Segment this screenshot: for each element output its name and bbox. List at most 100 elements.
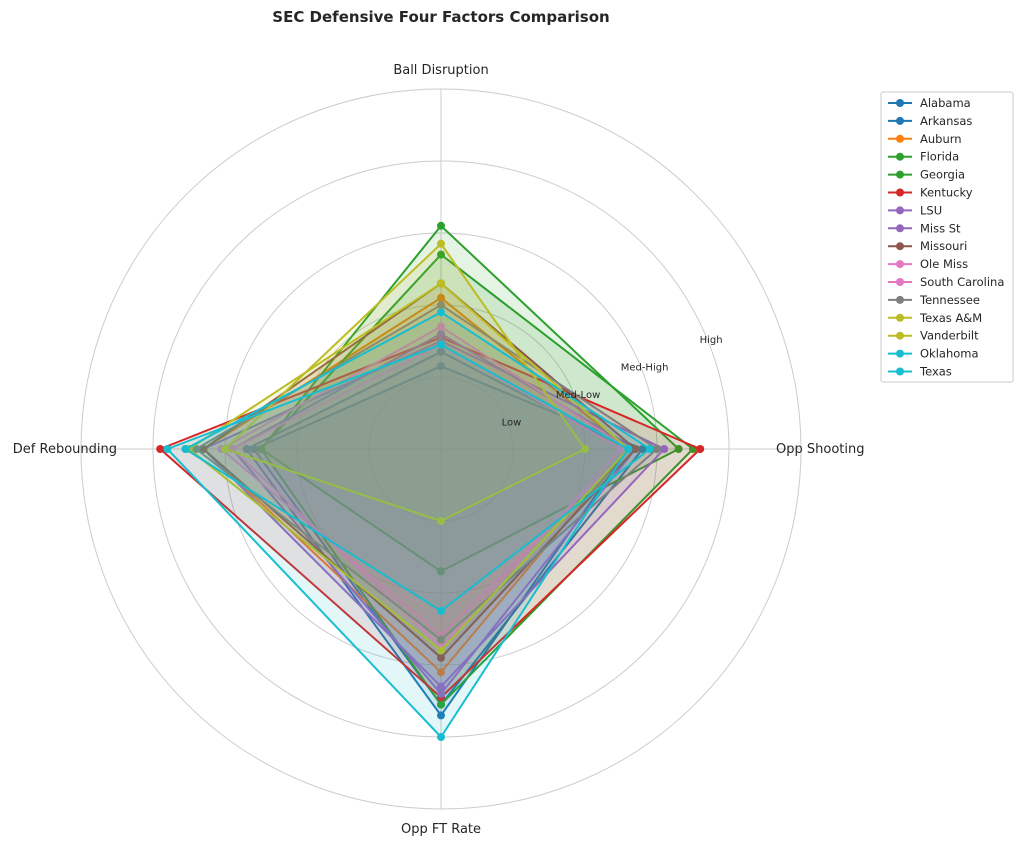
- data-point: [257, 445, 265, 453]
- legend-label: Texas A&M: [919, 311, 982, 325]
- series-area: [221, 326, 629, 637]
- legend-label: Miss St: [920, 221, 961, 235]
- data-point: [437, 279, 445, 288]
- legend-item: Auburn: [888, 132, 962, 146]
- legend-swatch-marker: [896, 242, 904, 251]
- legend-item: LSU: [888, 203, 942, 217]
- data-point: [221, 445, 229, 453]
- legend-swatch-marker: [896, 367, 904, 376]
- legend-label: Tennessee: [919, 293, 980, 307]
- data-point: [437, 322, 445, 331]
- series-vanderbilt: [221, 239, 589, 525]
- data-point: [437, 340, 445, 349]
- legend-item: Florida: [888, 150, 959, 164]
- data-point: [437, 607, 445, 615]
- data-point: [437, 700, 445, 709]
- data-point: [437, 250, 445, 259]
- data-point: [437, 689, 445, 698]
- legend-swatch-marker: [896, 278, 904, 286]
- data-point: [437, 293, 445, 302]
- data-point: [437, 362, 445, 371]
- data-point: [156, 445, 165, 453]
- data-point: [437, 682, 445, 691]
- legend-item: Arkansas: [888, 114, 972, 128]
- series-area: [232, 333, 636, 694]
- legend-swatch-marker: [896, 313, 904, 322]
- axis-label: Opp FT Rate: [401, 822, 481, 837]
- legend-label: Florida: [920, 150, 959, 164]
- legend-item: Ole Miss: [888, 257, 968, 271]
- series-area: [246, 351, 629, 716]
- data-point: [653, 445, 661, 453]
- ring-label: Med-High: [621, 362, 669, 373]
- ring-label: High: [700, 335, 723, 346]
- legend-item: Texas: [888, 365, 952, 379]
- legend-label: Auburn: [920, 132, 962, 146]
- data-point: [696, 445, 705, 453]
- legend-item: Missouri: [888, 239, 967, 253]
- legend-label: Kentucky: [920, 186, 973, 200]
- legend-swatch-marker: [896, 224, 904, 233]
- series-area: [225, 243, 585, 522]
- series-oklahoma: [181, 308, 654, 615]
- data-point: [631, 445, 640, 453]
- data-point: [437, 668, 445, 677]
- legend-item: Tennessee: [888, 293, 980, 307]
- axis-label: Opp Shooting: [776, 442, 864, 457]
- legend-item: Texas A&M: [888, 311, 982, 325]
- legend-label: Texas: [919, 365, 952, 379]
- series-texas: [163, 340, 633, 741]
- ring-labels: Low Med-Low Med-High High: [502, 335, 723, 429]
- data-point: [674, 445, 683, 453]
- legend-swatch-marker: [896, 99, 904, 107]
- legend-swatch-marker: [896, 295, 904, 304]
- series-area: [203, 341, 665, 687]
- legend-label: Georgia: [920, 168, 965, 182]
- data-point: [181, 445, 190, 453]
- series-area: [167, 344, 629, 737]
- legend-swatch-marker: [896, 260, 904, 269]
- legend-swatch-marker: [896, 116, 904, 125]
- legend: Alabama Arkansas Auburn Florida Georgia Kentu…: [880, 91, 1014, 383]
- axis-label: Ball Disruption: [393, 63, 488, 78]
- legend-swatch-marker: [896, 206, 904, 215]
- series-layer: [156, 221, 705, 741]
- legend-frame: [880, 91, 1014, 383]
- data-point: [624, 445, 633, 453]
- legend-item: Alabama: [888, 96, 971, 110]
- data-point: [660, 445, 669, 453]
- legend-item: Kentucky: [888, 186, 973, 200]
- series-area: [261, 225, 679, 572]
- data-point: [437, 301, 445, 309]
- legend-item: Oklahoma: [888, 347, 979, 361]
- series-area: [232, 344, 621, 647]
- ring-label: Med-Low: [556, 390, 600, 401]
- chart-title: SEC Defensive Four Factors Comparison: [272, 8, 609, 26]
- data-point: [437, 646, 445, 655]
- axis-label: Def Rebounding: [13, 442, 117, 457]
- legend-label: Vanderbilt: [920, 329, 979, 343]
- ring-label: Low: [502, 417, 522, 428]
- data-point: [242, 445, 251, 453]
- legend-item: South Carolina: [888, 275, 1004, 289]
- series-area: [189, 283, 629, 651]
- legend-label: Arkansas: [920, 114, 972, 128]
- legend-swatch-marker: [896, 170, 904, 179]
- data-point: [437, 329, 445, 338]
- data-point: [645, 445, 654, 453]
- data-point: [437, 733, 445, 741]
- legend-swatch-marker: [896, 331, 904, 340]
- data-point: [581, 445, 589, 453]
- legend-label: LSU: [920, 203, 942, 217]
- data-point: [249, 445, 258, 453]
- data-point: [437, 653, 445, 662]
- legend-swatch-marker: [896, 188, 904, 197]
- axis-labels: Ball Disruption Opp Shooting Opp FT Rate De…: [13, 63, 865, 837]
- legend-label: Missouri: [920, 239, 967, 253]
- legend-swatch-marker: [896, 349, 904, 358]
- series-area: [253, 366, 643, 705]
- data-point: [437, 711, 445, 720]
- legend-swatch-marker: [896, 134, 904, 143]
- legend-label: Oklahoma: [920, 347, 979, 361]
- data-point: [437, 308, 445, 317]
